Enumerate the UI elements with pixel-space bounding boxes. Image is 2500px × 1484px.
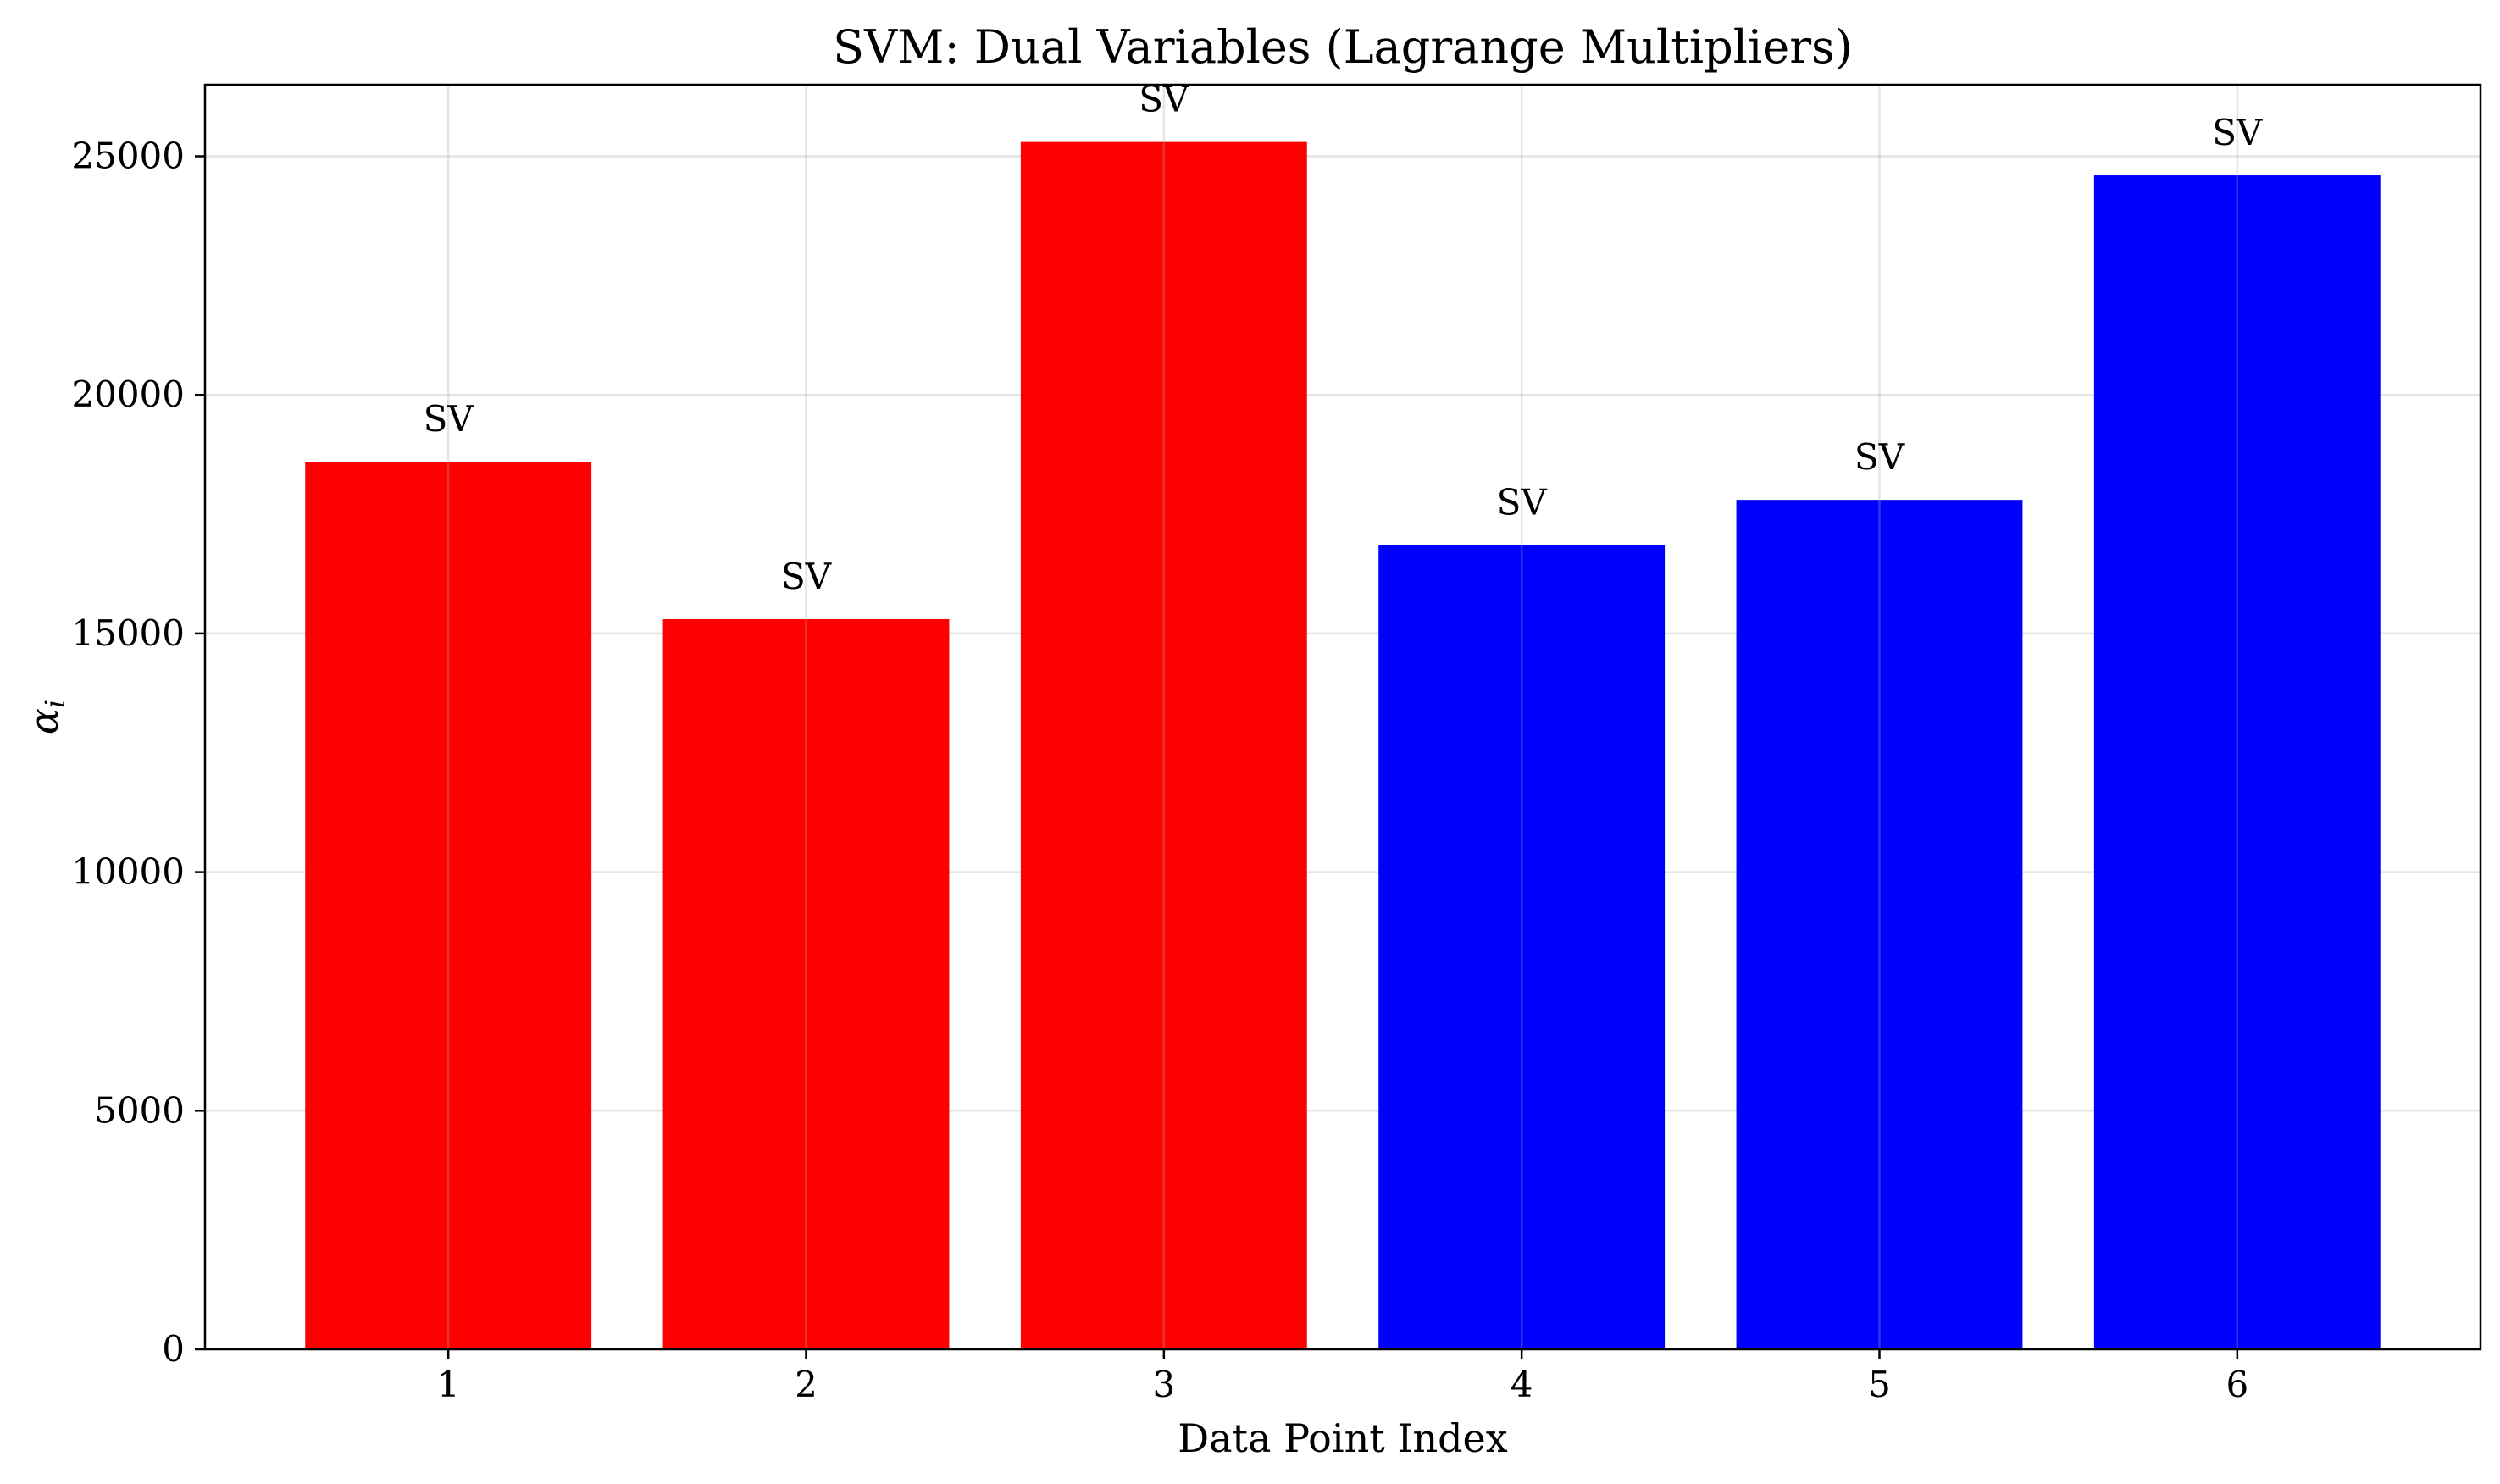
x-tick-label: 4 [1511,1364,1533,1405]
bar-2 [662,619,950,1349]
bar-5 [1736,500,2023,1349]
x-tick-label: 5 [1868,1364,1891,1405]
y-axis-title-symbol: α [21,708,67,734]
x-tick-label: 3 [1152,1364,1175,1405]
vertical-grid-layer [446,85,2239,1349]
bar-4 [1378,545,1666,1349]
chart-title: SVM: Dual Variables (Lagrange Multiplier… [833,20,1853,74]
y-tick-label: 10000 [71,851,185,893]
bar-6 [2093,175,2381,1349]
bar-1 [305,462,592,1349]
x-tick-label: 6 [2226,1364,2248,1405]
bar-label-1: SV [424,398,474,440]
x-axis-title: Data Point Index [1178,1415,1508,1461]
y-axis-title: αi [21,700,71,734]
y-tick-label: 20000 [71,374,185,415]
bar-label-2: SV [781,556,832,597]
y-axis-title-subscript: i [39,700,71,708]
plot-frame [203,83,2482,1351]
x-tick-label: 1 [437,1364,460,1405]
bar-label-4: SV [1497,482,1548,523]
bar-label-6: SV [2212,112,2263,153]
bars-layer [305,141,2381,1349]
bar-label-5: SV [1854,436,1905,478]
y-tick-label: 15000 [71,612,185,654]
y-tick-label: 5000 [94,1089,185,1131]
y-tick-label: 0 [162,1328,185,1370]
bar-3 [1020,141,1307,1349]
x-tick-label: 2 [795,1364,818,1405]
ticks-layer: 0 5000 10000 15000 20000 25000 1 2 3 4 5 6 [71,136,2248,1405]
y-tick-label: 25000 [71,136,185,177]
